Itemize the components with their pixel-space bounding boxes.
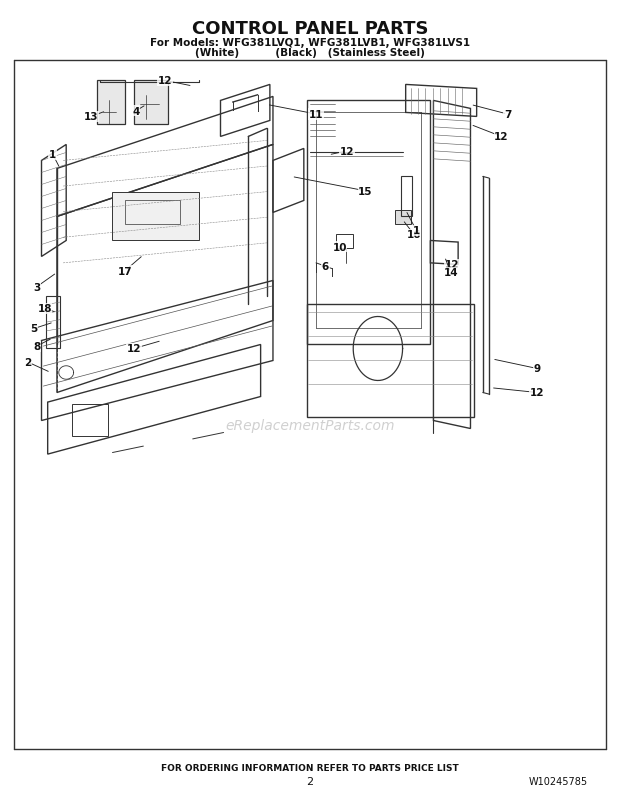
Bar xyxy=(73,404,108,436)
Text: 13: 13 xyxy=(84,112,98,122)
Text: 9: 9 xyxy=(534,364,541,374)
Bar xyxy=(134,81,168,125)
Text: CONTROL PANEL PARTS: CONTROL PANEL PARTS xyxy=(192,20,428,38)
Text: 12: 12 xyxy=(127,344,141,354)
Text: 12: 12 xyxy=(445,260,459,270)
Text: eReplacementParts.com: eReplacementParts.com xyxy=(225,418,395,432)
Bar xyxy=(401,177,412,217)
Text: (White)          (Black)   (Stainless Steel): (White) (Black) (Stainless Steel) xyxy=(195,47,425,58)
Text: 16: 16 xyxy=(407,229,421,240)
Text: 2: 2 xyxy=(306,776,314,786)
Text: 12: 12 xyxy=(157,76,172,87)
Text: 11: 11 xyxy=(309,110,324,119)
Text: 8: 8 xyxy=(33,342,40,351)
Text: 18: 18 xyxy=(37,304,52,314)
Text: 12: 12 xyxy=(494,132,508,142)
Text: 2: 2 xyxy=(24,358,32,367)
Text: 6: 6 xyxy=(322,261,329,272)
Bar xyxy=(395,211,410,225)
Text: 15: 15 xyxy=(358,187,373,196)
Text: 3: 3 xyxy=(33,282,40,293)
Bar xyxy=(46,297,60,349)
Text: 14: 14 xyxy=(443,268,458,278)
Text: 12: 12 xyxy=(340,147,354,156)
Text: For Models: WFG381LVQ1, WFG381LVB1, WFG381LVS1: For Models: WFG381LVQ1, WFG381LVB1, WFG3… xyxy=(150,38,470,48)
Text: FOR ORDERING INFORMATION REFER TO PARTS PRICE LIST: FOR ORDERING INFORMATION REFER TO PARTS … xyxy=(161,763,459,772)
Text: 12: 12 xyxy=(530,388,544,398)
Text: 10: 10 xyxy=(332,242,347,253)
Bar xyxy=(125,201,180,225)
Text: 1: 1 xyxy=(49,150,56,160)
Text: 1: 1 xyxy=(412,226,420,236)
Text: 17: 17 xyxy=(118,266,132,277)
Text: 4: 4 xyxy=(132,107,140,116)
Text: W10245785: W10245785 xyxy=(529,776,588,786)
Text: 7: 7 xyxy=(504,110,511,119)
Bar xyxy=(97,81,125,125)
Bar xyxy=(336,235,353,249)
Bar xyxy=(112,193,199,241)
Text: 5: 5 xyxy=(30,324,38,334)
